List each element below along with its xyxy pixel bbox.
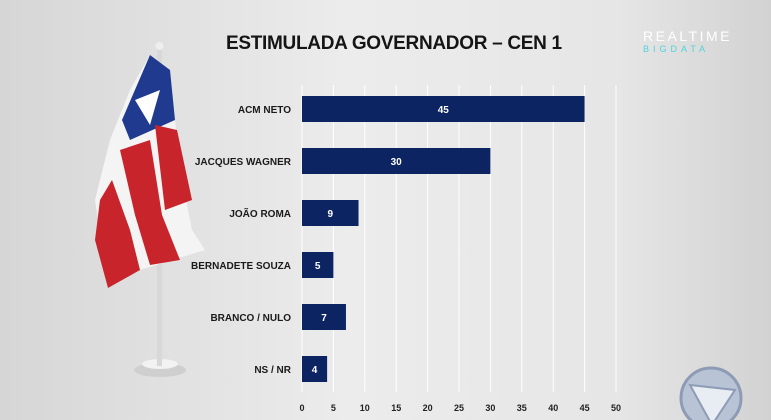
data-label: 9 xyxy=(327,209,333,220)
bar xyxy=(302,96,585,122)
bahia-flag xyxy=(95,42,205,377)
x-tick-label: 30 xyxy=(485,403,495,413)
data-label: 5 xyxy=(315,261,321,272)
bar xyxy=(302,148,491,174)
bigdata-logo: BIGDATA xyxy=(643,44,710,54)
bar xyxy=(302,356,328,382)
category-label: BRANCO / NULO xyxy=(210,313,291,324)
category-label: JACQUES WAGNER xyxy=(195,157,292,168)
data-label: 7 xyxy=(321,313,327,324)
x-tick-label: 35 xyxy=(517,403,527,413)
bar xyxy=(302,304,346,330)
x-tick-label: 25 xyxy=(454,403,464,413)
x-tick-label: 10 xyxy=(360,403,370,413)
realtime-logo: REALTIME xyxy=(643,28,732,44)
bar xyxy=(302,200,359,226)
category-label: JOÃO ROMA xyxy=(229,207,291,220)
x-tick-label: 50 xyxy=(611,403,621,413)
category-label: ACM NETO xyxy=(238,105,291,116)
bar xyxy=(302,252,334,278)
x-tick-label: 15 xyxy=(391,403,401,413)
x-tick-label: 0 xyxy=(299,403,304,413)
chart-title: ESTIMULADA GOVERNADOR – CEN 1 xyxy=(226,33,562,54)
category-label: NS / NR xyxy=(254,365,291,376)
data-label: 45 xyxy=(438,105,450,116)
record-tv-logo xyxy=(679,366,743,420)
data-label: 4 xyxy=(312,365,318,376)
data-label: 30 xyxy=(391,157,403,168)
category-label: BERNADETE SOUZA xyxy=(191,261,291,272)
x-tick-label: 45 xyxy=(580,403,590,413)
x-tick-label: 40 xyxy=(548,403,558,413)
x-tick-label: 20 xyxy=(423,403,433,413)
x-tick-label: 5 xyxy=(331,403,336,413)
